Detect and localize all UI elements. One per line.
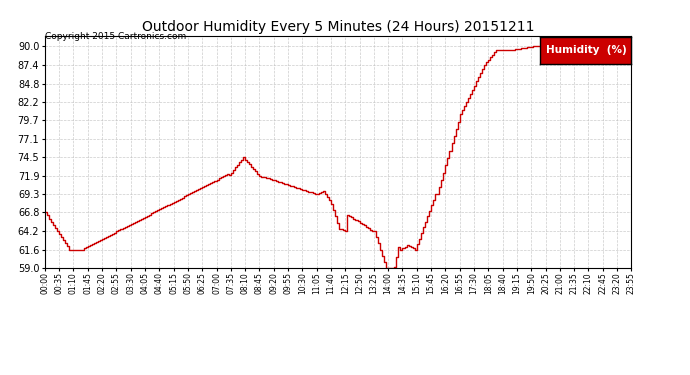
Title: Outdoor Humidity Every 5 Minutes (24 Hours) 20151211: Outdoor Humidity Every 5 Minutes (24 Hou… bbox=[142, 21, 534, 34]
Text: Copyright 2015 Cartronics.com: Copyright 2015 Cartronics.com bbox=[45, 32, 186, 41]
